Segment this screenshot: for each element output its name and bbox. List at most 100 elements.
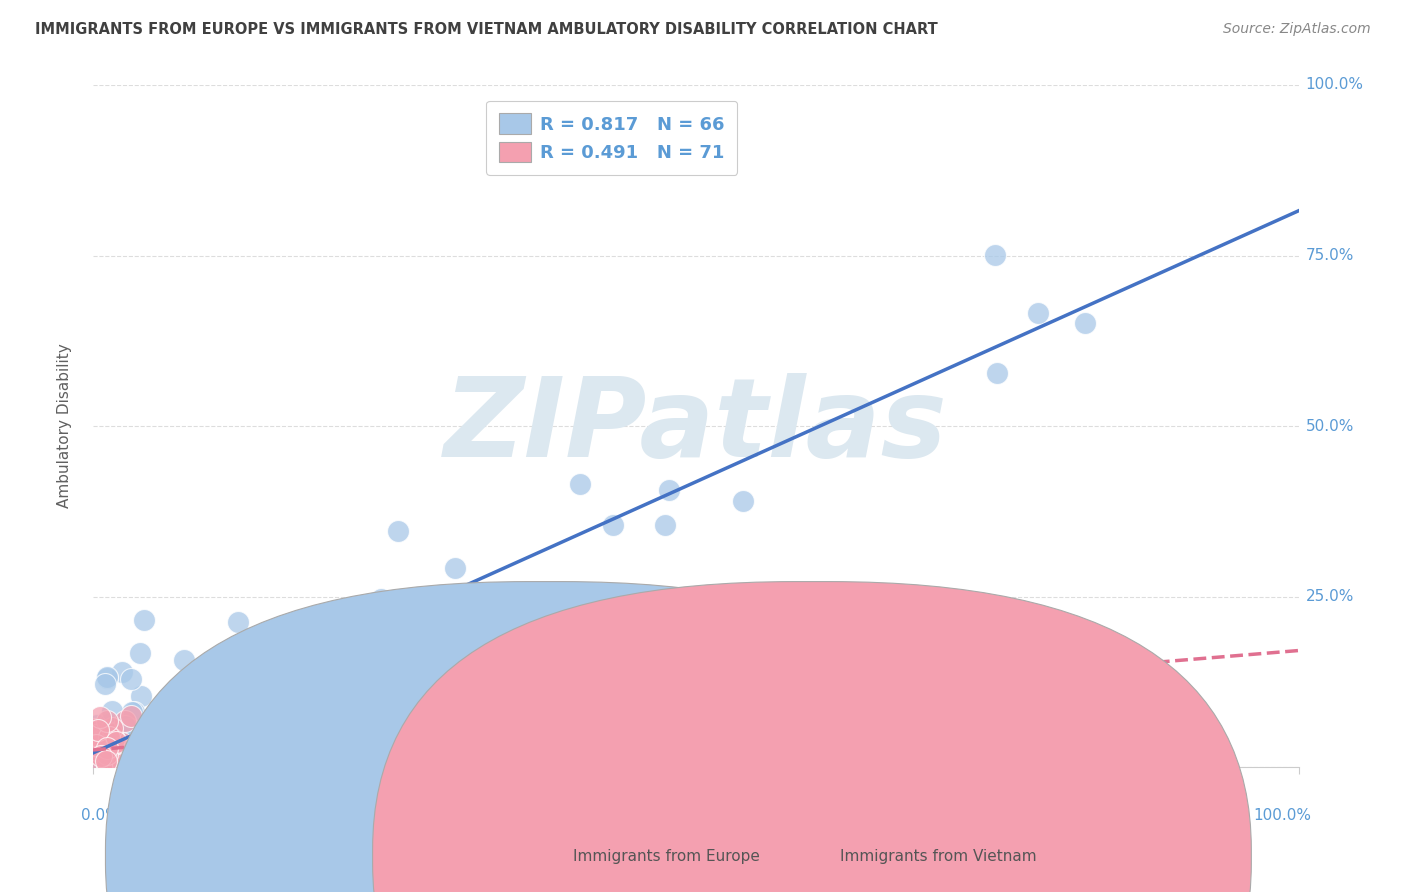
Point [108, 758, 131, 772]
Text: 50.0%: 50.0% [1305, 418, 1354, 434]
Point [111, 757, 134, 772]
Point [163, 714, 186, 728]
Point [96, 754, 118, 768]
Point [1074, 316, 1097, 330]
Text: 100.0%: 100.0% [1254, 808, 1312, 823]
Point [273, 693, 295, 707]
Point [111, 665, 134, 679]
Point [84, 725, 107, 739]
Point [226, 615, 249, 629]
Point [96, 714, 118, 729]
Point [96, 759, 118, 773]
Y-axis label: Ambulatory Disability: Ambulatory Disability [58, 343, 72, 508]
Point [101, 704, 124, 718]
Point [136, 752, 159, 766]
Point [226, 671, 249, 685]
Text: ZIPatlas: ZIPatlas [444, 373, 948, 480]
Point [86, 718, 108, 732]
Point [98, 759, 121, 773]
Point [166, 723, 188, 738]
Point [153, 738, 176, 752]
Point [90, 758, 112, 772]
Point [117, 756, 139, 771]
Point [84, 723, 107, 737]
Point [202, 740, 225, 755]
Point [84, 745, 107, 759]
Point [773, 684, 796, 698]
Point [387, 524, 409, 538]
Point [127, 758, 149, 772]
Point [86, 758, 108, 772]
Point [103, 745, 125, 759]
Point [910, 681, 932, 696]
Point [225, 692, 247, 706]
Point [155, 759, 177, 773]
Point [444, 561, 467, 575]
Point [101, 758, 124, 772]
Point [1026, 306, 1049, 320]
Point [256, 716, 278, 731]
Point [139, 727, 162, 741]
Point [86, 739, 108, 753]
Point [127, 756, 149, 770]
Point [312, 659, 335, 673]
Point [243, 667, 266, 681]
Point [87, 723, 110, 737]
Point [148, 737, 170, 751]
Point [131, 751, 153, 765]
Point [103, 731, 125, 746]
Point [94, 754, 117, 768]
Point [159, 758, 181, 772]
Point [150, 745, 173, 759]
Point [208, 741, 231, 756]
Point [502, 733, 524, 747]
Point [142, 734, 165, 748]
Point [700, 710, 723, 724]
Point [180, 758, 202, 772]
Point [127, 750, 149, 764]
Point [163, 738, 186, 752]
Point [129, 689, 152, 703]
Point [170, 756, 193, 770]
Point [138, 750, 160, 764]
Point [176, 735, 198, 749]
Point [118, 758, 141, 772]
Point [574, 706, 596, 720]
Text: Immigrants from Vietnam: Immigrants from Vietnam [801, 849, 1038, 863]
Point [181, 742, 204, 756]
Point [471, 647, 494, 661]
Point [118, 755, 141, 769]
Point [538, 724, 561, 739]
Point [159, 758, 181, 772]
Point [986, 366, 1008, 380]
Point [111, 736, 134, 750]
Point [120, 709, 142, 723]
Text: Source: ZipAtlas.com: Source: ZipAtlas.com [1223, 22, 1371, 37]
Point [602, 517, 624, 532]
Point [86, 758, 108, 772]
Point [489, 712, 512, 726]
Point [84, 735, 107, 749]
Point [134, 613, 156, 627]
Point [120, 672, 142, 686]
Point [114, 714, 136, 728]
Point [245, 758, 267, 772]
Point [100, 726, 122, 740]
Point [96, 672, 118, 686]
Point [225, 725, 247, 739]
Point [733, 494, 755, 508]
Legend: R = 0.817   N = 66, R = 0.491   N = 71: R = 0.817 N = 66, R = 0.491 N = 71 [486, 101, 737, 175]
Point [319, 697, 342, 711]
Point [104, 736, 127, 750]
Point [443, 739, 465, 753]
Point [136, 739, 159, 753]
Point [84, 759, 107, 773]
Point [124, 758, 146, 772]
Point [654, 518, 676, 533]
Point [87, 758, 110, 772]
Point [101, 721, 124, 735]
Point [97, 717, 120, 731]
Point [146, 758, 169, 772]
Point [96, 741, 118, 756]
Text: Immigrants from Europe: Immigrants from Europe [534, 849, 761, 863]
